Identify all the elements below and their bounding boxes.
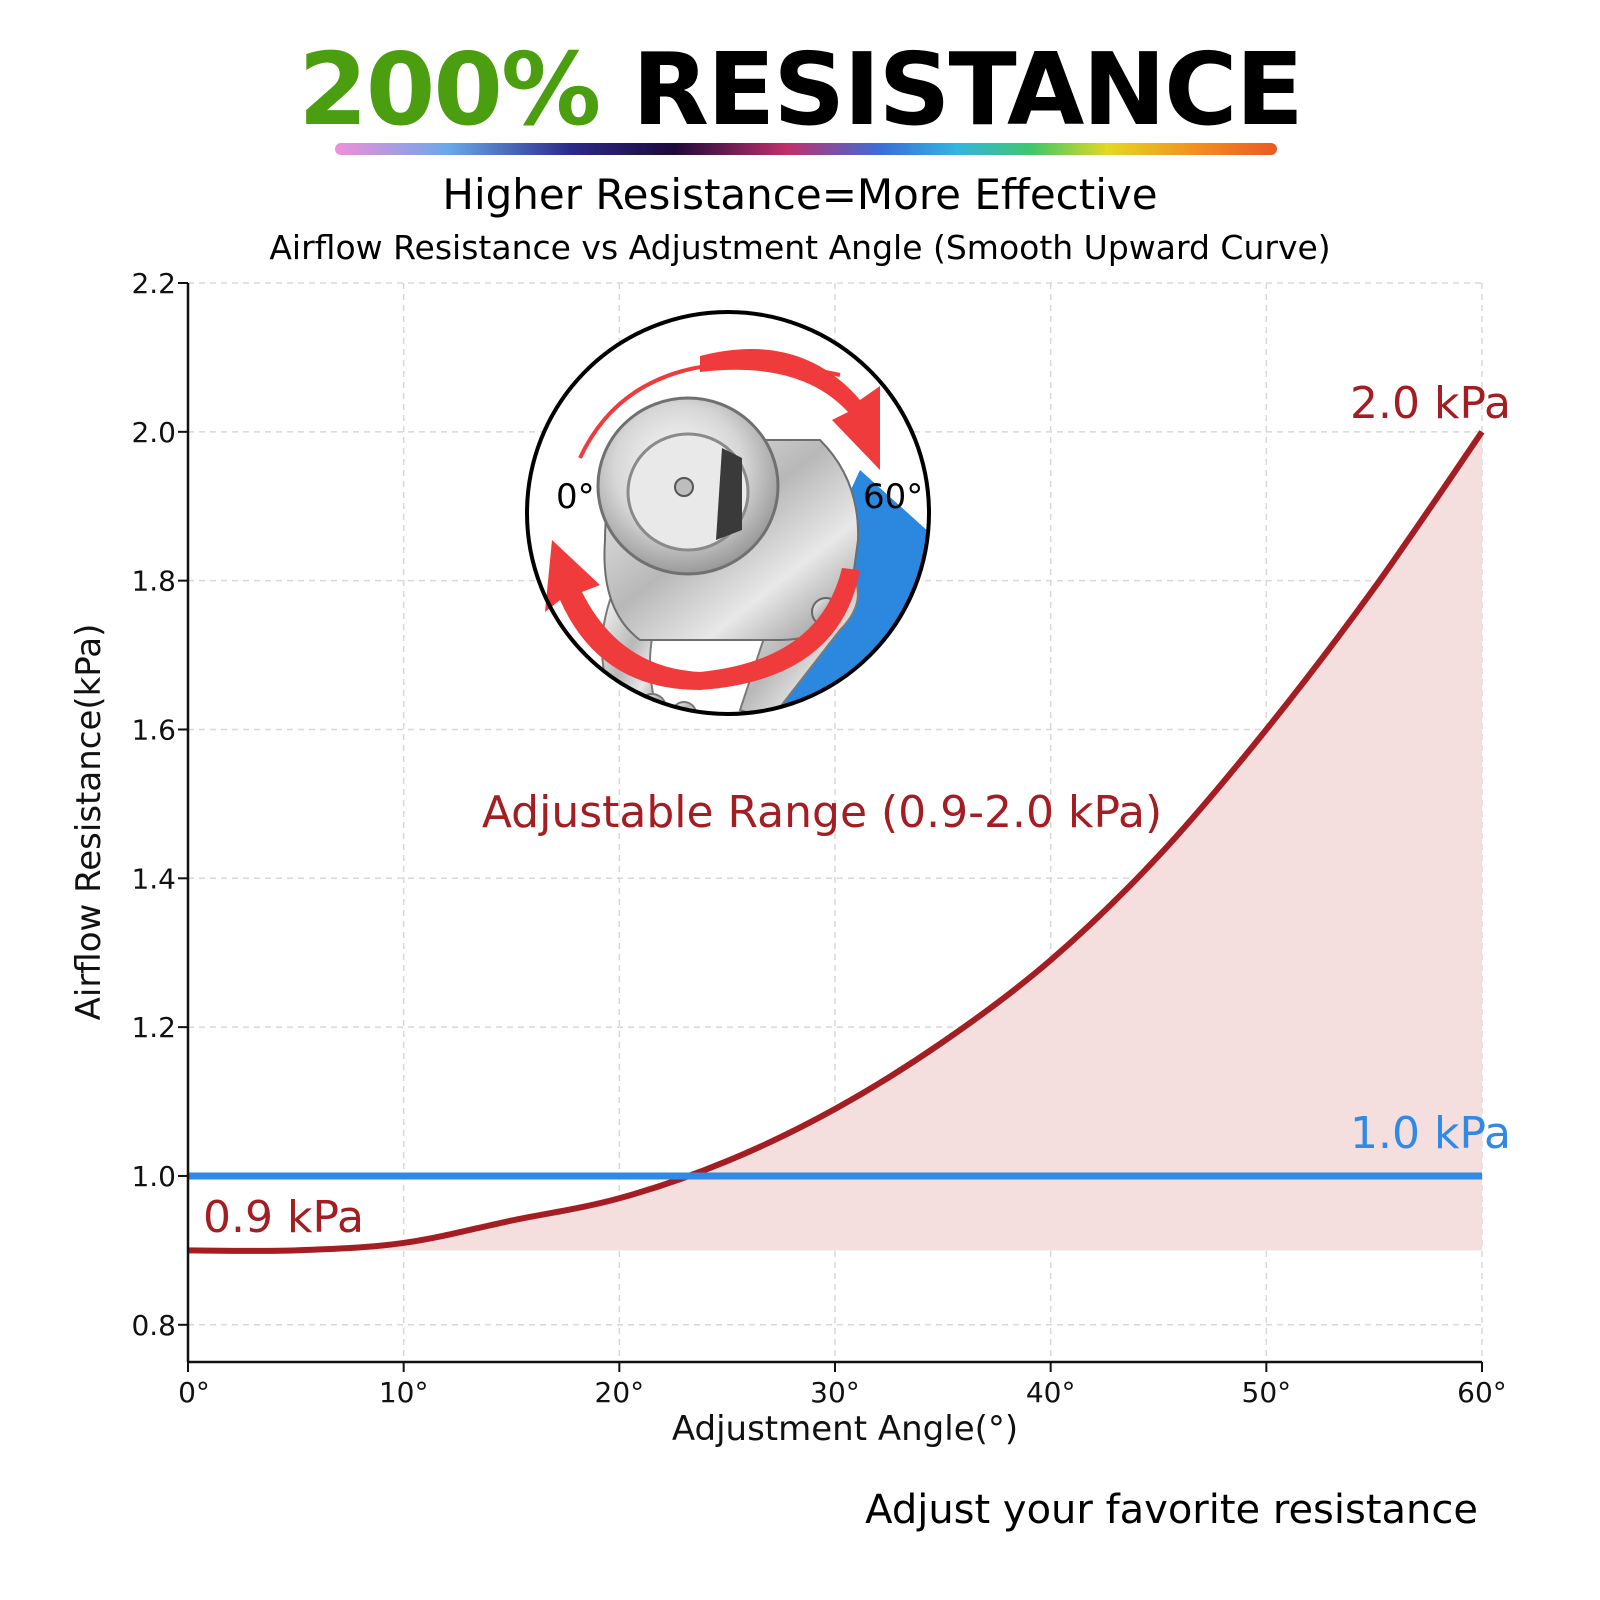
x-tick-label: 50° [1242,1376,1292,1409]
x-tick-label: 10° [379,1376,429,1409]
adjustable-range-fill [188,431,1482,1251]
chart-title: Airflow Resistance vs Adjustment Angle (… [269,228,1331,267]
start-value-label: 0.9 kPa [203,1192,364,1243]
rainbow-divider [335,143,1277,155]
adjustable-range-label: Adjustable Range (0.9-2.0 kPa) [482,787,1162,838]
y-tick-label: 0.8 [131,1309,176,1342]
resistance-curve [187,430,1485,1254]
y-tick-label: 2.0 [131,416,176,449]
x-tick-label: 20° [595,1376,645,1409]
baseline-value-label: 1.0 kPa [1350,1108,1511,1159]
x-tick-label: 60° [1457,1376,1507,1409]
valve-screw [674,477,694,497]
y-tick-label: 1.4 [131,862,176,895]
axis-ticks: 0.8 1.0 1.2 1.4 1.6 1.8 2.0 2.2 0° 10° 20° 30° 40° 50… [131,267,1506,1409]
footer-note: Adjust your favorite resistance [865,1487,1478,1533]
x-tick-label: 30° [810,1376,860,1409]
x-tick-label: 0° [178,1376,210,1409]
dial-start-angle: 0° [556,477,595,517]
end-value-label: 2.0 kPa [1350,378,1511,429]
headline-main: RESISTANCE [631,31,1304,148]
y-axis-title: Airflow Resistance(kPa) [69,624,109,1021]
dial-outline [525,310,931,716]
subtitle: Higher Resistance=More Effective [442,170,1158,219]
x-tick-label: 40° [1026,1376,1076,1409]
dial-end-angle: 60° [863,477,923,517]
headline: 200% RESISTANCE [0,30,1600,150]
y-tick-label: 1.8 [131,565,176,598]
x-axis-title: Adjustment Angle(°) [672,1409,1018,1449]
y-tick-label: 1.2 [131,1011,176,1044]
adjustment-dial-inset: 0° 60° [525,310,931,716]
rotate-arrow-top [700,348,880,470]
y-tick-label: 1.6 [131,713,176,746]
rotate-arrow-bottom [545,540,860,690]
valve-slot [716,448,742,540]
headline-accent: 200% [298,31,601,148]
y-tick-label: 2.2 [131,267,176,300]
y-tick-label: 1.0 [131,1160,176,1193]
